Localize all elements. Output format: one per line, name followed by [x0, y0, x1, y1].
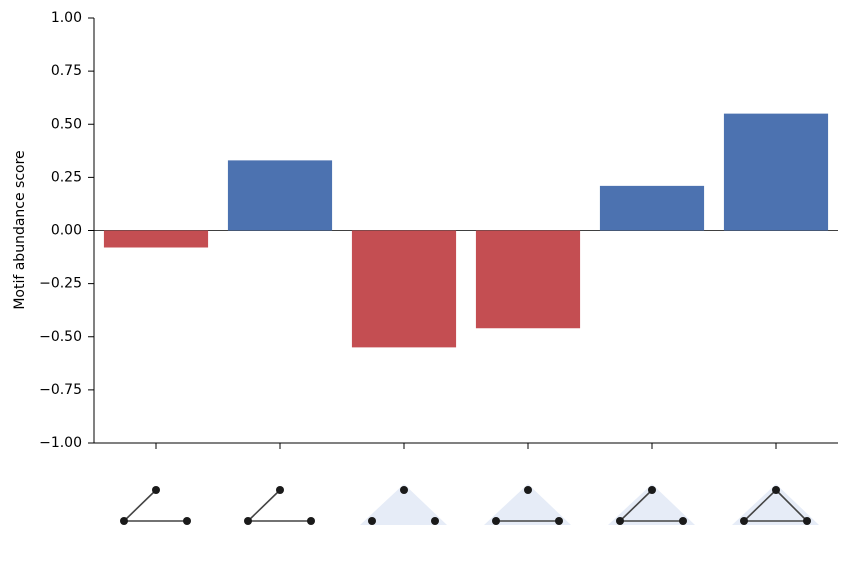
y-tick-label: 1.00: [51, 10, 82, 26]
y-tick-label: −0.25: [39, 276, 82, 292]
y-tick-label: −1.00: [39, 435, 82, 451]
motif-shade: [608, 484, 695, 525]
motif-node: [276, 486, 284, 494]
motif-node: [492, 517, 500, 525]
y-tick-label: −0.75: [39, 382, 82, 398]
y-tick-label: 0.50: [51, 116, 82, 132]
motif-shade: [360, 484, 447, 525]
motif-node: [183, 517, 191, 525]
bar: [599, 185, 705, 231]
bar: [723, 113, 829, 231]
motif-node: [740, 517, 748, 525]
motif-node: [803, 517, 811, 525]
motif-node: [648, 486, 656, 494]
motif-edge: [247, 489, 281, 522]
bar: [103, 230, 209, 248]
y-tick-label: 0.25: [51, 169, 82, 185]
motif-node: [120, 517, 128, 525]
motif-node: [368, 517, 376, 525]
y-tick-label: −0.50: [39, 329, 82, 345]
motif-node: [307, 517, 315, 525]
bar: [475, 230, 581, 329]
motif-node: [400, 486, 408, 494]
motif-node: [524, 486, 532, 494]
motif-node: [152, 486, 160, 494]
y-axis-label: Motif abundance score: [12, 150, 28, 309]
motif-node: [772, 486, 780, 494]
y-tick-label: 0.75: [51, 63, 82, 79]
motif-node: [616, 517, 624, 525]
motif-node: [244, 517, 252, 525]
motif-edge: [775, 489, 808, 522]
motif-shade: [732, 484, 819, 525]
motif-node: [431, 517, 439, 525]
bar: [351, 230, 457, 348]
bar: [227, 160, 333, 231]
motif-edge: [123, 489, 157, 522]
motif-shade: [484, 484, 571, 525]
y-tick-label: 0.00: [51, 223, 82, 239]
motif-edge: [743, 489, 777, 522]
motif-node: [679, 517, 687, 525]
motif-edge: [619, 489, 653, 522]
motif-node: [555, 517, 563, 525]
